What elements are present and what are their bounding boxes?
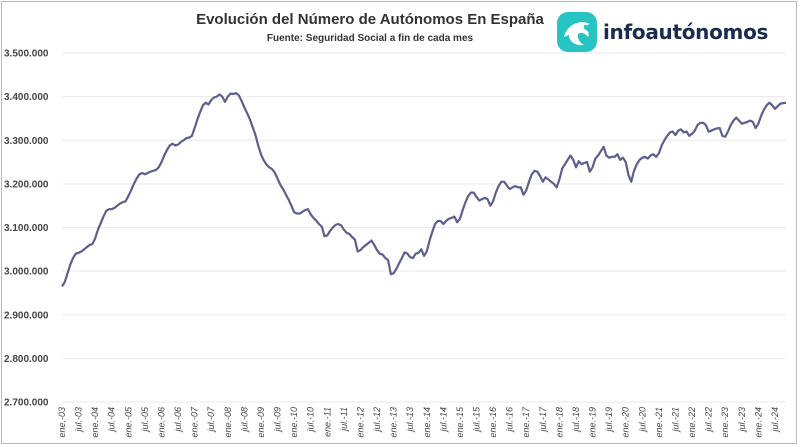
x-tick-label: jul.-23 (737, 407, 747, 433)
x-tick-label: ene.-20 (621, 407, 631, 438)
gridlines (62, 52, 786, 403)
y-tick-label: 3.500.000 (4, 49, 49, 60)
x-tick-label: jul.-22 (704, 407, 714, 433)
x-tick-label: ene.-06 (156, 407, 166, 438)
x-axis: ene.-03 jul.-03 ene.-04 jul.-04 ene.-05 jul.-… (57, 406, 780, 438)
x-tick-label: jul.-07 (206, 406, 216, 433)
dolphin-icon (557, 12, 597, 52)
y-tick-label: 2.900.000 (4, 310, 49, 321)
x-tick-label: jul.-03 (74, 407, 84, 433)
y-tick-label: 3.200.000 (4, 179, 49, 190)
x-tick-label: ene.-09 (256, 407, 266, 438)
x-tick-label: ene.-12 (355, 407, 365, 438)
y-tick-label: 2.700.000 (4, 398, 49, 409)
x-tick-label: jul.-08 (239, 407, 249, 433)
x-tick-label: ene.-05 (123, 406, 133, 438)
x-tick-label: jul.-13 (405, 407, 415, 433)
x-tick-label: ene.-14 (422, 407, 432, 438)
y-tick-label: 3.400.000 (4, 92, 49, 103)
chart-title: Evolución del Número de Autónomos En Esp… (196, 11, 544, 28)
x-tick-label: ene.-16 (488, 407, 498, 438)
brand-logo[interactable]: infoautónomos (557, 10, 792, 54)
x-tick-label: jul.-20 (637, 407, 647, 433)
y-tick-label: 2.800.000 (4, 354, 49, 365)
x-tick-label: ene.-15 (455, 406, 465, 438)
x-tick-label: ene.-19 (588, 407, 598, 438)
logo-text: infoautónomos (603, 20, 769, 44)
x-tick-label: jul.-05 (140, 406, 150, 433)
x-tick-label: ene.-17 (521, 406, 531, 438)
x-tick-label: ene.-03 (57, 407, 67, 438)
x-tick-label: ene.-04 (90, 407, 100, 438)
x-tick-label: jul.-24 (770, 407, 780, 433)
x-tick-label: ene.-23 (720, 407, 730, 438)
x-tick-label: ene.-07 (190, 406, 200, 438)
x-tick-label: jul.-14 (438, 407, 448, 433)
y-tick-label: 3.100.000 (4, 223, 49, 234)
y-axis: 3.500.000 3.400.000 3.300.000 3.200.000 3.10… (4, 49, 49, 409)
series-line (61, 92, 787, 287)
x-tick-label: ene.-13 (389, 407, 399, 438)
x-tick-label: jul.-06 (173, 407, 183, 433)
x-tick-label: ene.-22 (687, 407, 697, 438)
x-tick-label: jul.-11 (339, 407, 349, 432)
x-tick-label: jul.-10 (306, 407, 316, 433)
x-tick-label: jul.-19 (604, 407, 614, 433)
x-tick-label: ene.-18 (554, 407, 564, 438)
x-tick-label: ene.-24 (753, 407, 763, 438)
x-tick-label: ene.-21 (654, 407, 664, 438)
x-tick-label: jul.-04 (107, 407, 117, 433)
x-tick-label: ene.-08 (223, 407, 233, 438)
x-tick-label: jul.-09 (273, 407, 283, 433)
y-tick-label: 3.000.000 (4, 267, 49, 278)
x-tick-label: jul.-15 (472, 406, 482, 433)
x-tick-label: jul.-17 (538, 406, 548, 433)
x-tick-label: ene.-10 (289, 407, 299, 438)
y-tick-label: 3.300.000 (4, 136, 49, 147)
x-tick-label: jul.-16 (505, 407, 515, 433)
chart-subtitle: Fuente: Seguridad Social a fin de cada m… (266, 33, 474, 44)
x-tick-label: jul.-18 (571, 407, 581, 433)
x-tick-label: ene.-11 (322, 407, 332, 437)
x-tick-label: jul.-12 (372, 407, 382, 433)
x-tick-label: jul.-21 (670, 407, 680, 433)
